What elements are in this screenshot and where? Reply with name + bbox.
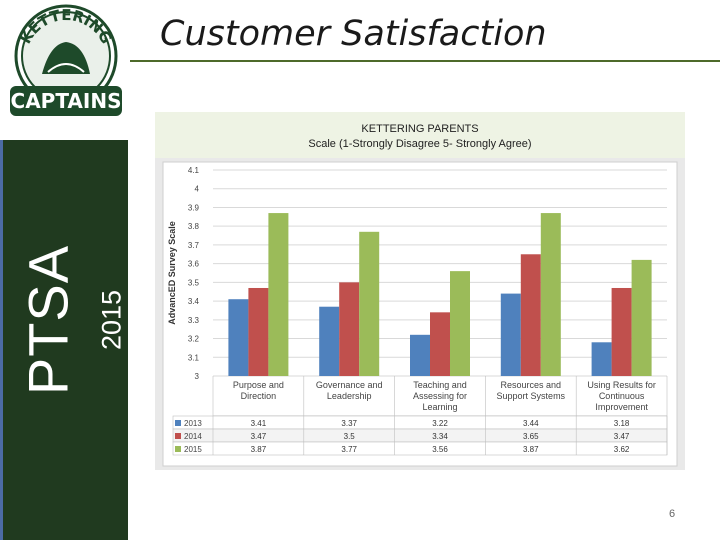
legend-label: 2013 [184, 419, 202, 428]
sidebar-band [0, 140, 128, 540]
y-tick-label: 3.1 [188, 353, 200, 362]
title-rule [130, 60, 720, 62]
table-cell: 3.44 [523, 419, 539, 428]
chart-subtitle: Scale (1-Strongly Disagree 5- Strongly A… [308, 138, 532, 150]
table-row [172, 441, 668, 456]
bar-2014 [611, 287, 632, 376]
y-tick-label: 3.7 [188, 241, 200, 250]
y-tick-label: 3 [195, 372, 200, 381]
y-tick-label: 3.6 [188, 260, 200, 269]
bar-2015 [268, 213, 289, 376]
page-number: 6 [669, 508, 676, 520]
bar-chart: 4.1 4 3.9 3.8 3.7 3.6 3.5 3.4 3.3 3.2 3.1 3 AdvancED… [162, 161, 678, 467]
category-label: Governance and [316, 380, 383, 390]
table-cell: 3.22 [432, 419, 448, 428]
bar-2014 [520, 254, 541, 376]
category-label: Purpose and [233, 380, 284, 390]
bar-2014 [430, 312, 450, 376]
table-cell: 3.87 [251, 445, 267, 454]
category-label: Resources and [501, 380, 562, 390]
y-tick-label: 4 [195, 185, 200, 194]
table-cell: 3.87 [523, 445, 539, 454]
category-label: Learning [422, 402, 457, 412]
legend-label: 2014 [184, 432, 202, 441]
table-cell: 3.65 [523, 432, 539, 441]
legend-label: 2015 [184, 445, 202, 454]
y-tick-label: 3.4 [188, 297, 200, 306]
legend-key [175, 420, 181, 426]
y-tick-label: 4.1 [188, 166, 200, 175]
bar-2013 [591, 342, 612, 376]
table-cell: 3.5 [344, 432, 356, 441]
bar-2013 [319, 306, 340, 376]
ptsa-label: PTSA [16, 244, 80, 396]
category-label: Direction [241, 391, 277, 401]
table-row [172, 428, 668, 443]
slide-title: Customer Satisfaction [160, 14, 547, 54]
category-label: Assessing for [413, 391, 467, 401]
bar-2015 [540, 213, 561, 376]
bar-2014 [248, 287, 269, 376]
category-label: Teaching and [413, 380, 467, 390]
category-label: Support Systems [497, 391, 566, 401]
bar-2015 [450, 271, 470, 376]
bar-2013 [410, 334, 430, 376]
table-cell: 3.56 [432, 445, 448, 454]
bar-2013 [500, 293, 521, 376]
y-tick-label: 3.3 [188, 316, 200, 325]
table-cell: 3.18 [614, 419, 630, 428]
table-cell: 3.47 [614, 432, 630, 441]
table-cell: 3.47 [251, 432, 267, 441]
bar-2014 [339, 282, 360, 376]
bar-2015 [359, 231, 380, 376]
chart-title: KETTERING PARENTS [361, 123, 479, 135]
y-tick-label: 3.5 [188, 278, 200, 287]
table-cell: 3.37 [341, 419, 357, 428]
table-cell: 3.34 [432, 432, 448, 441]
category-label: Improvement [595, 402, 648, 412]
y-axis-label: AdvancED Survey Scale [167, 221, 177, 325]
logo-bottom-text: CAPTAINS [11, 89, 122, 113]
year-label: 2015 [96, 289, 127, 351]
bar-2015 [631, 259, 652, 376]
category-label: Using Results for [587, 380, 656, 390]
y-tick-label: 3.8 [188, 222, 200, 231]
category-label: Continuous [599, 391, 645, 401]
y-tick-label: 3.9 [188, 203, 200, 212]
table-cell: 3.77 [341, 445, 357, 454]
legend-key [175, 433, 181, 439]
table-cell: 3.62 [614, 445, 630, 454]
legend-key [175, 446, 181, 452]
bar-2013 [228, 299, 249, 376]
chart-header: KETTERING PARENTS Scale (1-Strongly Disa… [155, 112, 685, 158]
category-label: Leadership [327, 391, 372, 401]
y-tick-label: 3.2 [188, 335, 200, 344]
kettering-captains-logo: KETTERING CAPTAINS [10, 4, 122, 116]
table-cell: 3.41 [251, 419, 267, 428]
chart-panel: 4.1 4 3.9 3.8 3.7 3.6 3.5 3.4 3.3 3.2 3.1 3 AdvancED… [155, 158, 685, 470]
table-row [172, 415, 668, 430]
